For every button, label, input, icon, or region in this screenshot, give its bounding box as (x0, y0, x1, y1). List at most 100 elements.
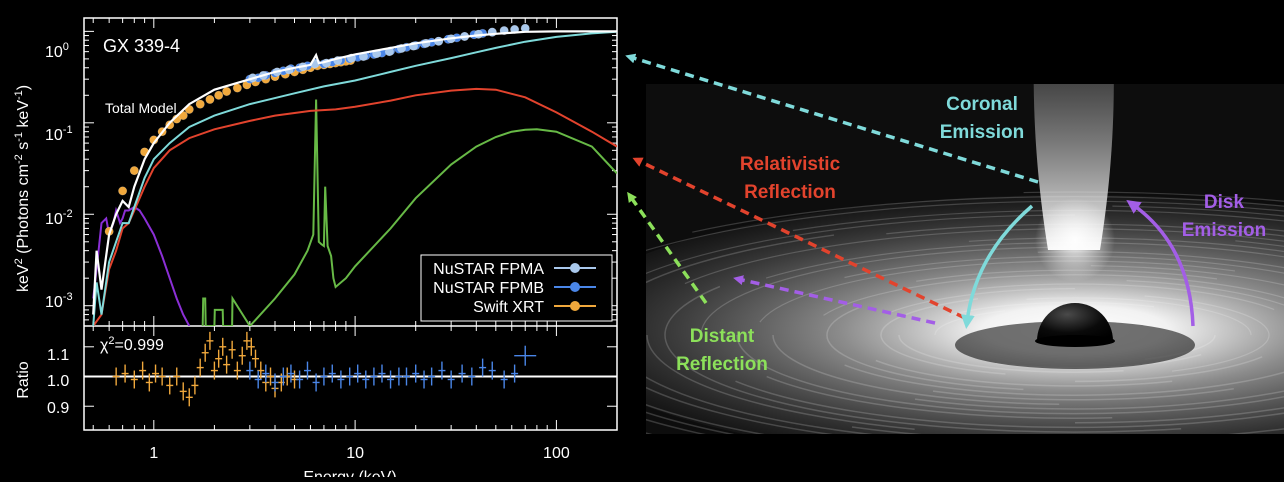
legend-label-fpma: NuSTAR FPMA (433, 261, 544, 278)
data-point-swift-xrt (222, 86, 232, 96)
relativistic-label-line2: Reflection (744, 182, 836, 203)
data-point-swift-xrt (129, 166, 139, 176)
disk-streak (823, 274, 1284, 316)
ratio-series (112, 331, 537, 407)
disk-streak (646, 376, 874, 434)
disk-streak (789, 438, 1284, 474)
coronal-label-line2: Emission (940, 122, 1024, 143)
ratio-tick-label-1.1: 1.1 (47, 347, 69, 364)
disk-streak (1126, 280, 1284, 306)
disk-streak (880, 298, 1006, 375)
series-line-disk-emission (92, 205, 191, 326)
disk-streak (792, 209, 1284, 232)
disk-streak (826, 306, 1024, 391)
black-hole-base (1035, 335, 1115, 347)
disk-streak (766, 375, 1113, 419)
disk-streak (1074, 356, 1263, 383)
disk-streak (692, 196, 1284, 233)
data-point-swift-xrt (195, 99, 205, 109)
disk-streak (932, 387, 1234, 401)
x-tick-label-100: 100 (543, 445, 570, 462)
chart-title: GX 339-4 (103, 36, 180, 56)
coronal-arrow (625, 53, 1039, 184)
x-tick-label-1: 1 (149, 445, 158, 462)
disk-streak (914, 390, 1284, 410)
series-line-total-model (92, 30, 617, 315)
plot-frame (83, 17, 618, 431)
series-line-distant-reflection (201, 99, 617, 326)
disk-streak (1112, 205, 1284, 217)
disk-streak (646, 334, 915, 430)
component-arrows (625, 53, 1039, 325)
series-nustar-fpma (248, 23, 530, 83)
ratio-series-swift-xrt (112, 331, 299, 407)
relativistic-label-line1: Relativistic (740, 154, 841, 175)
legend-marker-0 (570, 263, 580, 273)
disk-streak (898, 334, 1124, 373)
disk-streak (664, 285, 1182, 433)
disk-streak (646, 200, 1284, 251)
disk-streak (684, 228, 1284, 285)
disk-streak (1074, 407, 1284, 424)
relativistic-arrow (632, 157, 966, 320)
y-tick-label-1e-3: 10-3 (45, 291, 73, 311)
y-axis-label: keV2 (Photons cm-2 s-1 keV-1) (13, 85, 32, 292)
disk-streak (1144, 295, 1270, 372)
disk-streak (1090, 265, 1284, 286)
disk-streak (646, 404, 765, 434)
ratio-tick-label-1.0: 1.0 (47, 373, 69, 390)
corona-glow (1035, 198, 1115, 282)
top-panel-ticks (84, 18, 618, 327)
x-axis-label: Energy (keV) (303, 469, 396, 477)
y-tick-label-1e-2: 10-2 (45, 208, 73, 228)
disk-streak (844, 255, 1284, 279)
y-tick-label-1e-1: 10-1 (45, 124, 73, 144)
distant-label-line2: Reflection (676, 354, 768, 375)
disk-streak (968, 237, 1284, 253)
disk-streak (759, 260, 1236, 323)
disk-arrow (733, 275, 936, 325)
data-point-swift-xrt (205, 94, 215, 104)
black-hole (1037, 303, 1113, 341)
coronal-label-line1: Coronal (946, 94, 1018, 115)
data-point-swift-xrt (214, 90, 224, 100)
disk-streak (646, 214, 1076, 275)
legend-marker-1 (570, 282, 580, 292)
disk-streak (1026, 297, 1252, 336)
x-tick-label-10: 10 (346, 445, 364, 462)
black-hole-illustration (646, 84, 1284, 474)
legend: NuSTAR FPMA NuSTAR FPMB Swift XRT (420, 254, 613, 322)
y-tick-label-1e0: 100 (45, 41, 69, 61)
disk-streak (736, 334, 1284, 415)
disk-streak (887, 288, 1076, 314)
disk-streak (772, 334, 1060, 406)
disk-label-line2: Emission (1182, 220, 1266, 241)
disk-streak (977, 283, 1275, 311)
series-line-relativistic-reflection (92, 87, 617, 326)
disk-streak (1023, 191, 1284, 202)
ratio-series-nustar-fpmb (246, 345, 537, 392)
disk-streak (875, 359, 1173, 387)
ratio-axis-label: Ratio (15, 361, 32, 398)
disk-streaks (646, 191, 1284, 474)
disk-streak (735, 380, 1284, 429)
data-point-swift-xrt (232, 83, 242, 93)
legend-label-swift: Swift XRT (473, 299, 544, 316)
disk-streak (844, 364, 1284, 396)
legend-markers (554, 263, 596, 311)
disk-curve-arrow (1126, 199, 1195, 327)
distant-arrow (627, 191, 708, 305)
disk-streak (646, 234, 835, 434)
disk-label-line1: Disk (1204, 192, 1245, 213)
distant-label-line1: Distant (690, 326, 755, 347)
disk-streak (934, 310, 1006, 336)
ratio-tick-label-0.9: 0.9 (47, 400, 69, 417)
series-line-coronal-emission (92, 30, 617, 326)
legend-label-fpmb: NuSTAR FPMB (433, 280, 544, 297)
disk-streak (700, 246, 1076, 334)
legend-marker-2 (570, 301, 580, 311)
total-model-annotation: Total Model (105, 100, 177, 116)
spectrum-series (92, 23, 617, 326)
